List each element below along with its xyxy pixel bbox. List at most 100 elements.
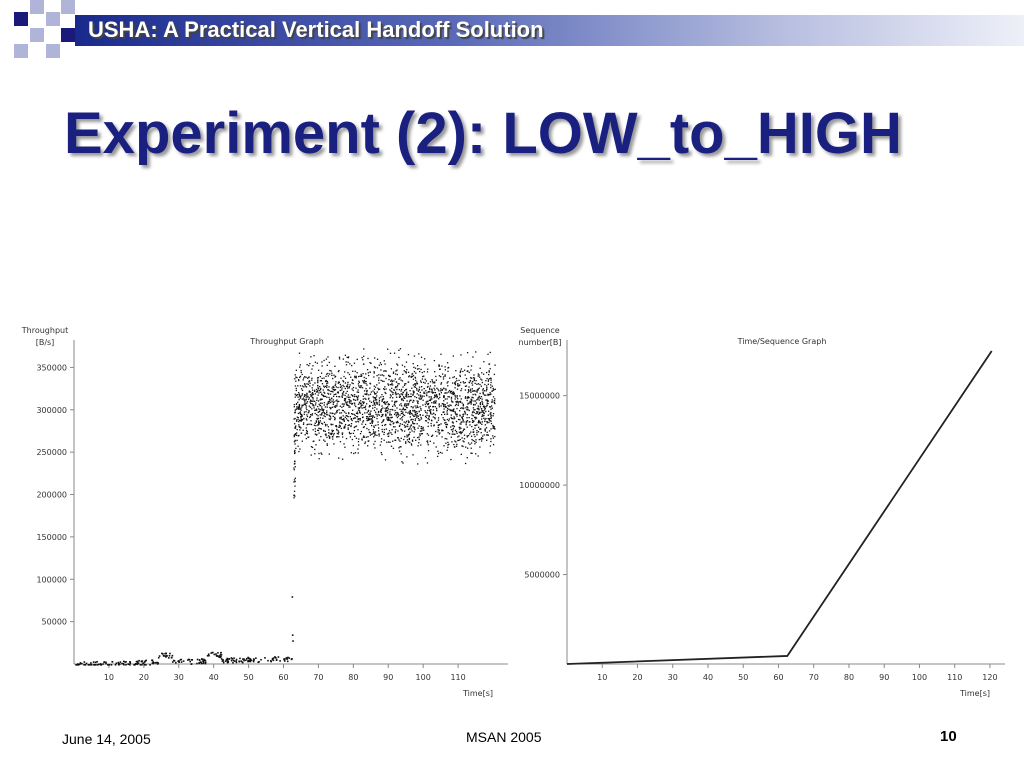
data-point (396, 369, 398, 371)
data-point (87, 664, 90, 666)
data-point (416, 381, 418, 383)
data-point (352, 382, 354, 385)
data-point (447, 404, 449, 407)
x-tick-label: 40 (703, 673, 713, 682)
data-point (460, 370, 462, 372)
data-point (473, 379, 475, 382)
data-point (462, 419, 464, 422)
data-point (457, 436, 459, 438)
data-point (385, 392, 387, 395)
data-point (369, 418, 371, 420)
data-point (458, 400, 460, 403)
data-point (411, 430, 413, 432)
data-point (378, 414, 381, 416)
data-point (442, 429, 444, 432)
data-point (384, 459, 387, 461)
data-point (349, 396, 351, 398)
data-point (381, 428, 383, 431)
data-point (293, 406, 295, 408)
data-point (419, 430, 422, 432)
data-point (366, 393, 368, 396)
data-point (389, 411, 391, 413)
data-point (156, 661, 158, 664)
data-point (308, 381, 310, 383)
data-point (333, 393, 335, 396)
data-point (488, 370, 490, 372)
data-point (489, 420, 491, 422)
data-point (429, 391, 431, 393)
data-point (336, 436, 339, 438)
data-point (491, 401, 494, 403)
data-point (321, 407, 323, 410)
data-point (344, 387, 346, 390)
data-point (457, 418, 460, 421)
data-point (489, 393, 491, 396)
data-point (471, 388, 473, 390)
corner-square (61, 28, 75, 42)
data-point (306, 383, 308, 385)
data-point (387, 419, 389, 422)
data-point (474, 424, 476, 426)
data-point (396, 416, 399, 419)
data-point (391, 429, 393, 431)
data-point (144, 661, 146, 663)
data-point (352, 444, 354, 447)
data-point (361, 413, 364, 416)
data-point (418, 438, 420, 441)
data-point (465, 407, 467, 409)
data-point (434, 394, 436, 397)
data-point (348, 412, 350, 414)
data-point (369, 412, 371, 414)
data-point (136, 660, 139, 663)
data-point (391, 405, 394, 408)
data-point (450, 414, 452, 416)
y-tick-label: 100000 (36, 575, 67, 584)
data-point (490, 411, 492, 414)
data-point (300, 432, 303, 434)
data-point (425, 405, 427, 408)
data-point (418, 397, 420, 399)
data-point (388, 418, 390, 420)
data-point (431, 402, 433, 404)
data-point (299, 376, 301, 379)
data-point (326, 444, 328, 447)
data-point (97, 664, 99, 666)
data-point (336, 403, 338, 405)
x-tick-label: 100 (416, 673, 431, 682)
data-point (447, 370, 449, 372)
data-point (478, 409, 480, 411)
x-tick-label: 70 (313, 673, 323, 682)
data-point (446, 438, 448, 440)
data-point (438, 375, 441, 377)
data-point (297, 412, 300, 415)
data-point (461, 416, 463, 418)
data-point (411, 375, 413, 378)
data-point (425, 401, 427, 403)
data-point (470, 391, 472, 393)
data-point (438, 424, 441, 426)
data-point (293, 434, 295, 436)
data-point (391, 382, 393, 384)
corner-square (30, 0, 44, 14)
data-point (445, 406, 447, 409)
data-point (486, 402, 488, 404)
data-point (449, 377, 451, 379)
data-point (404, 403, 406, 405)
data-point (119, 661, 122, 663)
data-point (414, 419, 416, 422)
data-point (323, 412, 325, 414)
data-point (331, 372, 333, 374)
data-point (315, 434, 318, 436)
data-point (407, 412, 409, 414)
data-point (297, 385, 299, 387)
data-point (372, 415, 374, 417)
data-point (482, 392, 484, 394)
data-point (338, 424, 341, 426)
data-point (380, 374, 382, 376)
data-point (458, 426, 460, 429)
data-point (300, 416, 302, 418)
data-point (419, 380, 422, 382)
data-point (471, 438, 473, 441)
data-point (433, 401, 435, 403)
data-point (466, 405, 468, 408)
